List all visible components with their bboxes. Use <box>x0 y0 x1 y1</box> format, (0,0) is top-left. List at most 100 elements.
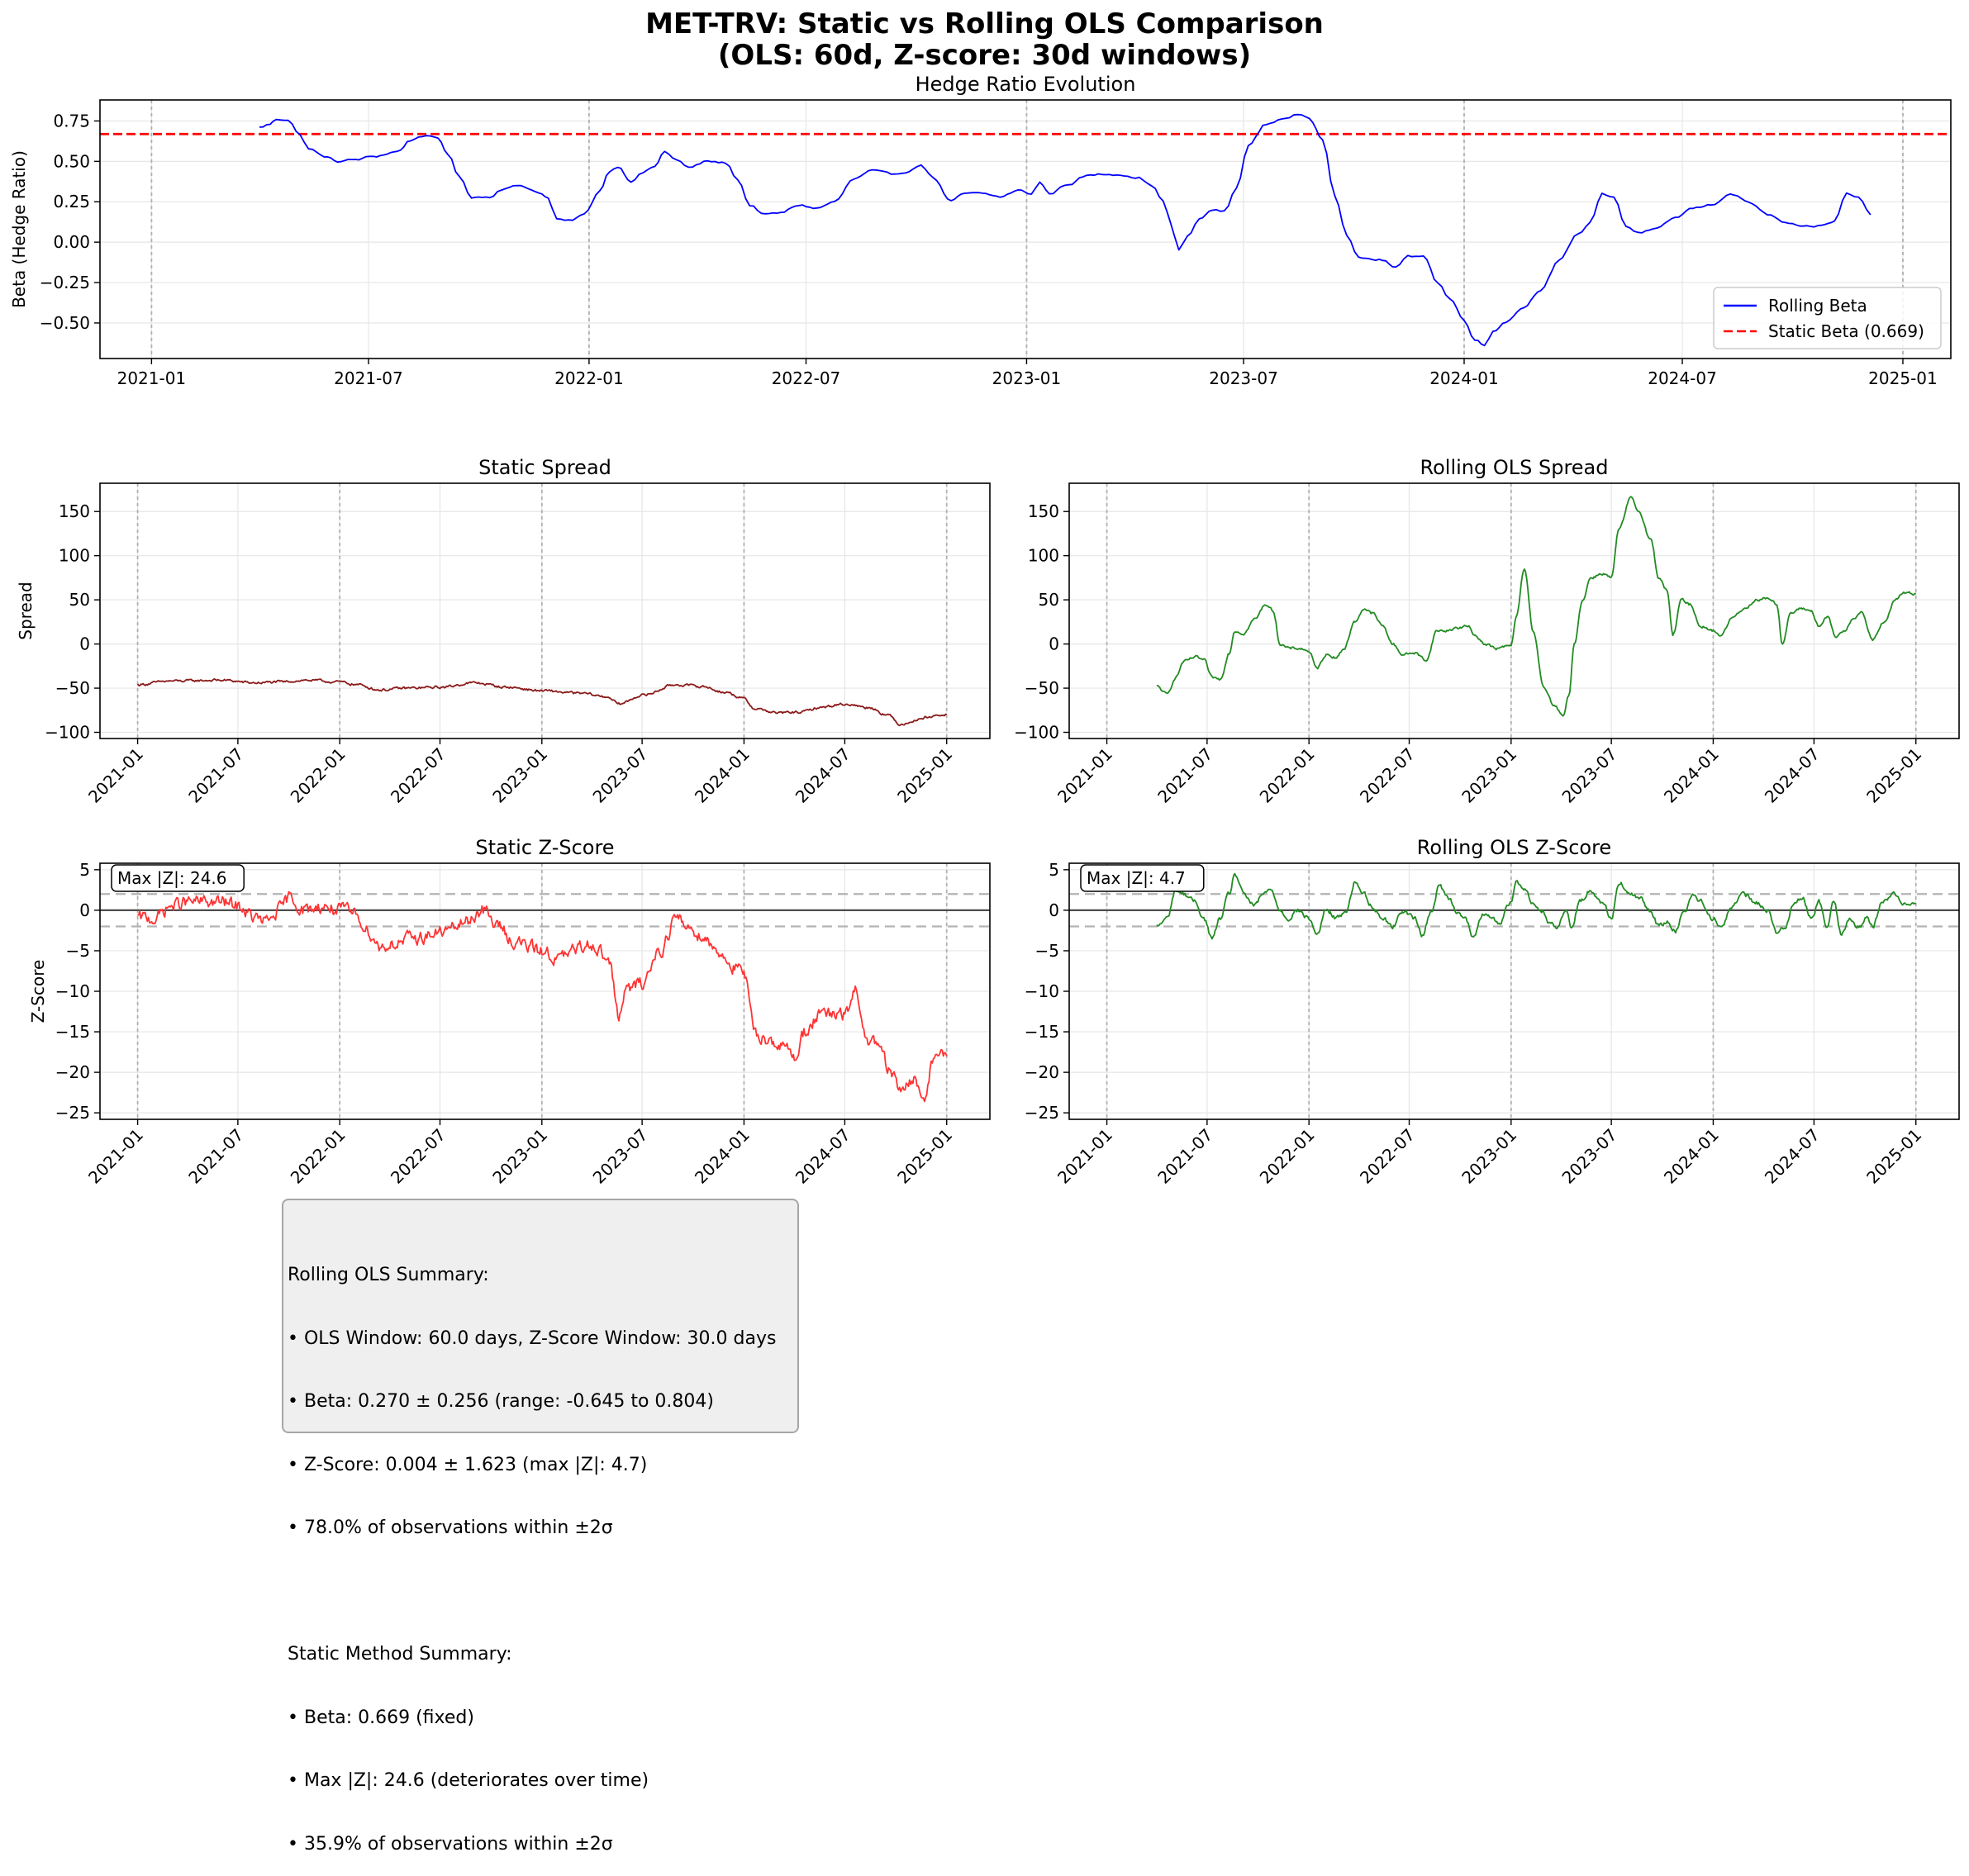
y-tick-label: 0.50 <box>53 151 90 171</box>
y-tick-label: 150 <box>1028 501 1059 521</box>
max-z-annotation-box <box>111 864 245 892</box>
max-z-annotation: Max |Z|: 4.7 <box>1087 868 1186 888</box>
y-tick-label: 0.00 <box>53 232 90 252</box>
x-tick-label: 2024-01 <box>691 744 754 807</box>
summary-text: Rolling OLS Summary: • OLS Window: 60.0 … <box>288 1223 776 1876</box>
y-tick-label: −20 <box>55 1062 90 1082</box>
x-tick-label: 2022-07 <box>1356 1125 1419 1188</box>
panel-title: Rolling OLS Z-Score <box>1417 836 1611 859</box>
x-tick-label: 2022-07 <box>772 368 841 388</box>
summary-line: • Max |Z|: 24.6 (deteriorates over time) <box>288 1770 649 1791</box>
series-line-static-z-score <box>137 891 948 1103</box>
summary-box <box>282 1199 799 1433</box>
summary-line <box>288 1581 776 1603</box>
x-tick-label: 2022-07 <box>387 1125 449 1188</box>
legend-label: Static Beta (0.669) <box>1768 321 1924 341</box>
legend-box <box>1713 287 1942 349</box>
x-tick-label: 2023-01 <box>1458 744 1520 807</box>
x-tick-label: 2023-01 <box>1458 1125 1520 1188</box>
static-zscore-panel: −25 −20 −15 −10 −5 0 5 2021-01 2021-07 2022-01 202… <box>28 836 991 1188</box>
y-tick-label: 50 <box>1039 590 1059 610</box>
x-tick-label: 2024-01 <box>1429 368 1499 388</box>
y-tick-label: −50 <box>1025 678 1059 698</box>
y-tick-label: 150 <box>59 501 90 521</box>
x-tick-label: 2025-01 <box>893 1125 956 1188</box>
series-line-rolling-ols-z-score <box>1156 872 1917 940</box>
x-tick-label: 2022-07 <box>1356 744 1419 807</box>
x-tick-label: 2023-07 <box>1558 744 1621 807</box>
panel-title: Static Spread <box>478 456 611 479</box>
x-tick-label: 2024-07 <box>1761 1125 1824 1188</box>
rolling-zscore-panel: −25 −20 −15 −10 −5 0 5 2021-01 2021-07 2022-01 202… <box>1025 836 1960 1188</box>
series-line-static-spread <box>136 678 948 727</box>
x-tick-label: 2023-07 <box>589 744 652 807</box>
x-tick-label: 2023-01 <box>488 744 551 807</box>
x-tick-label: 2022-01 <box>1256 744 1319 807</box>
figure-title-line1: MET-TRV: Static vs Rolling OLS Compariso… <box>645 7 1324 40</box>
x-tick-label: 2024-07 <box>792 744 854 807</box>
legend-label: Rolling Beta <box>1768 296 1867 316</box>
axes-frame <box>99 99 1952 359</box>
static-spread-panel: −100 −50 0 50 100 150 2021-01 2021-07 2022-01 202… <box>16 456 991 807</box>
summary-line: • Z-Score: 0.004 ± 1.623 (max |Z|: 4.7) <box>288 1454 648 1475</box>
summary-line: • 35.9% of observations within ±2σ <box>288 1833 613 1855</box>
hedge-ratio-panel: −0.50 −0.25 0.00 0.25 0.50 0.75 2021-01 2021-07… <box>9 73 1952 388</box>
y-tick-label: 100 <box>59 546 90 566</box>
panel-title: Hedge Ratio Evolution <box>916 73 1136 96</box>
y-tick-label: −100 <box>1014 723 1059 743</box>
x-tick-label: 2021-07 <box>334 368 403 388</box>
y-tick-label: −5 <box>66 941 90 961</box>
figure-title-line2: (OLS: 60d, Z-score: 30d windows) <box>717 39 1252 72</box>
x-tick-label: 2022-01 <box>287 1125 350 1188</box>
x-tick-label: 2021-01 <box>1053 1125 1116 1188</box>
x-tick-label: 2023-07 <box>1558 1125 1621 1188</box>
y-tick-label: −20 <box>1025 1062 1059 1082</box>
y-tick-label: 0 <box>1049 634 1059 654</box>
y-axis-label: Z-Score <box>28 960 48 1023</box>
y-tick-label: 100 <box>1028 546 1059 566</box>
summary-line: Rolling OLS Summary: <box>288 1265 489 1285</box>
x-tick-label: 2021-07 <box>1153 744 1216 807</box>
x-tick-label: 2023-07 <box>589 1125 652 1188</box>
y-tick-label: −100 <box>45 723 90 743</box>
x-tick-label: 2025-01 <box>893 744 956 807</box>
y-tick-label: −5 <box>1035 941 1059 961</box>
x-tick-label: 2023-07 <box>1209 368 1278 388</box>
panel-title: Static Z-Score <box>475 836 614 859</box>
summary-line: • Beta: 0.669 (fixed) <box>288 1707 474 1728</box>
y-tick-label: 50 <box>69 590 90 610</box>
y-tick-label: −15 <box>55 1022 90 1042</box>
summary-line: • 78.0% of observations within ±2σ <box>288 1517 613 1538</box>
y-tick-label: −0.50 <box>40 313 90 333</box>
y-tick-label: 0 <box>79 634 90 654</box>
summary-line: Static Method Summary: <box>288 1644 512 1665</box>
x-tick-label: 2022-07 <box>387 744 449 807</box>
x-tick-label: 2021-07 <box>184 1125 247 1188</box>
y-axis-label: Beta (Hedge Ratio) <box>9 150 29 308</box>
max-z-annotation-box <box>1080 864 1205 892</box>
x-tick-label: 2024-01 <box>1660 1125 1723 1188</box>
x-tick-label: 2024-01 <box>1660 744 1723 807</box>
series-line-rolling-beta <box>259 113 1872 347</box>
x-tick-label: 2023-01 <box>488 1125 551 1188</box>
y-tick-label: −15 <box>1025 1022 1059 1042</box>
x-tick-label: 2024-01 <box>691 1125 754 1188</box>
rolling-spread-panel: −100 −50 0 50 100 150 2021-01 2021-07 2022-01 202… <box>1014 456 1960 807</box>
x-tick-label: 2024-07 <box>1648 368 1717 388</box>
y-tick-label: −25 <box>1025 1103 1059 1123</box>
x-tick-label: 2022-01 <box>554 368 624 388</box>
x-tick-label: 2025-01 <box>1862 744 1925 807</box>
series-line-rolling-ols-spread <box>1156 496 1916 717</box>
y-tick-label: 0 <box>79 900 90 920</box>
summary-line: • Beta: 0.270 ± 0.256 (range: -0.645 to … <box>288 1391 715 1412</box>
x-tick-label: 2025-01 <box>1862 1125 1925 1188</box>
figure-canvas: −0.50 −0.25 0.00 0.25 0.50 0.75 2021-01 2021-07… <box>9 73 1960 1188</box>
x-tick-label: 2021-01 <box>84 1125 147 1188</box>
y-tick-label: −0.25 <box>40 273 90 292</box>
x-tick-label: 2022-01 <box>287 744 350 807</box>
y-tick-label: 5 <box>79 860 90 880</box>
x-tick-label: 2025-01 <box>1868 368 1938 388</box>
y-tick-label: −10 <box>55 981 90 1001</box>
panel-title: Rolling OLS Spread <box>1420 456 1609 479</box>
y-axis-label: Spread <box>16 582 36 639</box>
